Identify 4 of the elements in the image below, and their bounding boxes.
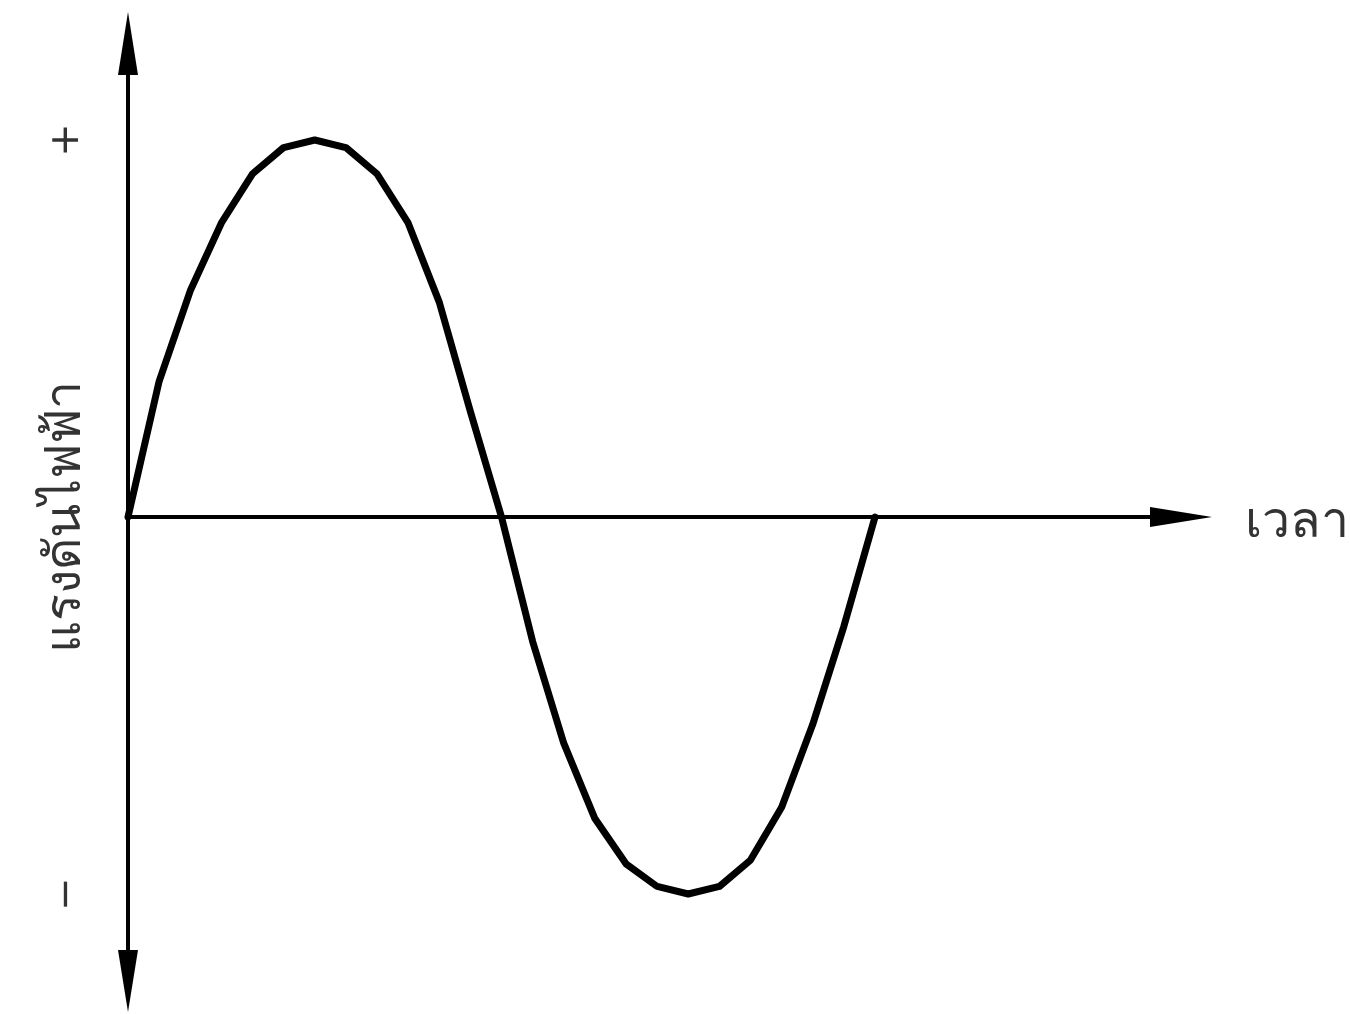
- text: +: [41, 123, 87, 157]
- text: −: [41, 877, 87, 911]
- text: เวลา: [1245, 491, 1349, 549]
- y-axis-title: แรงดันไฟฟ้า: [34, 381, 92, 653]
